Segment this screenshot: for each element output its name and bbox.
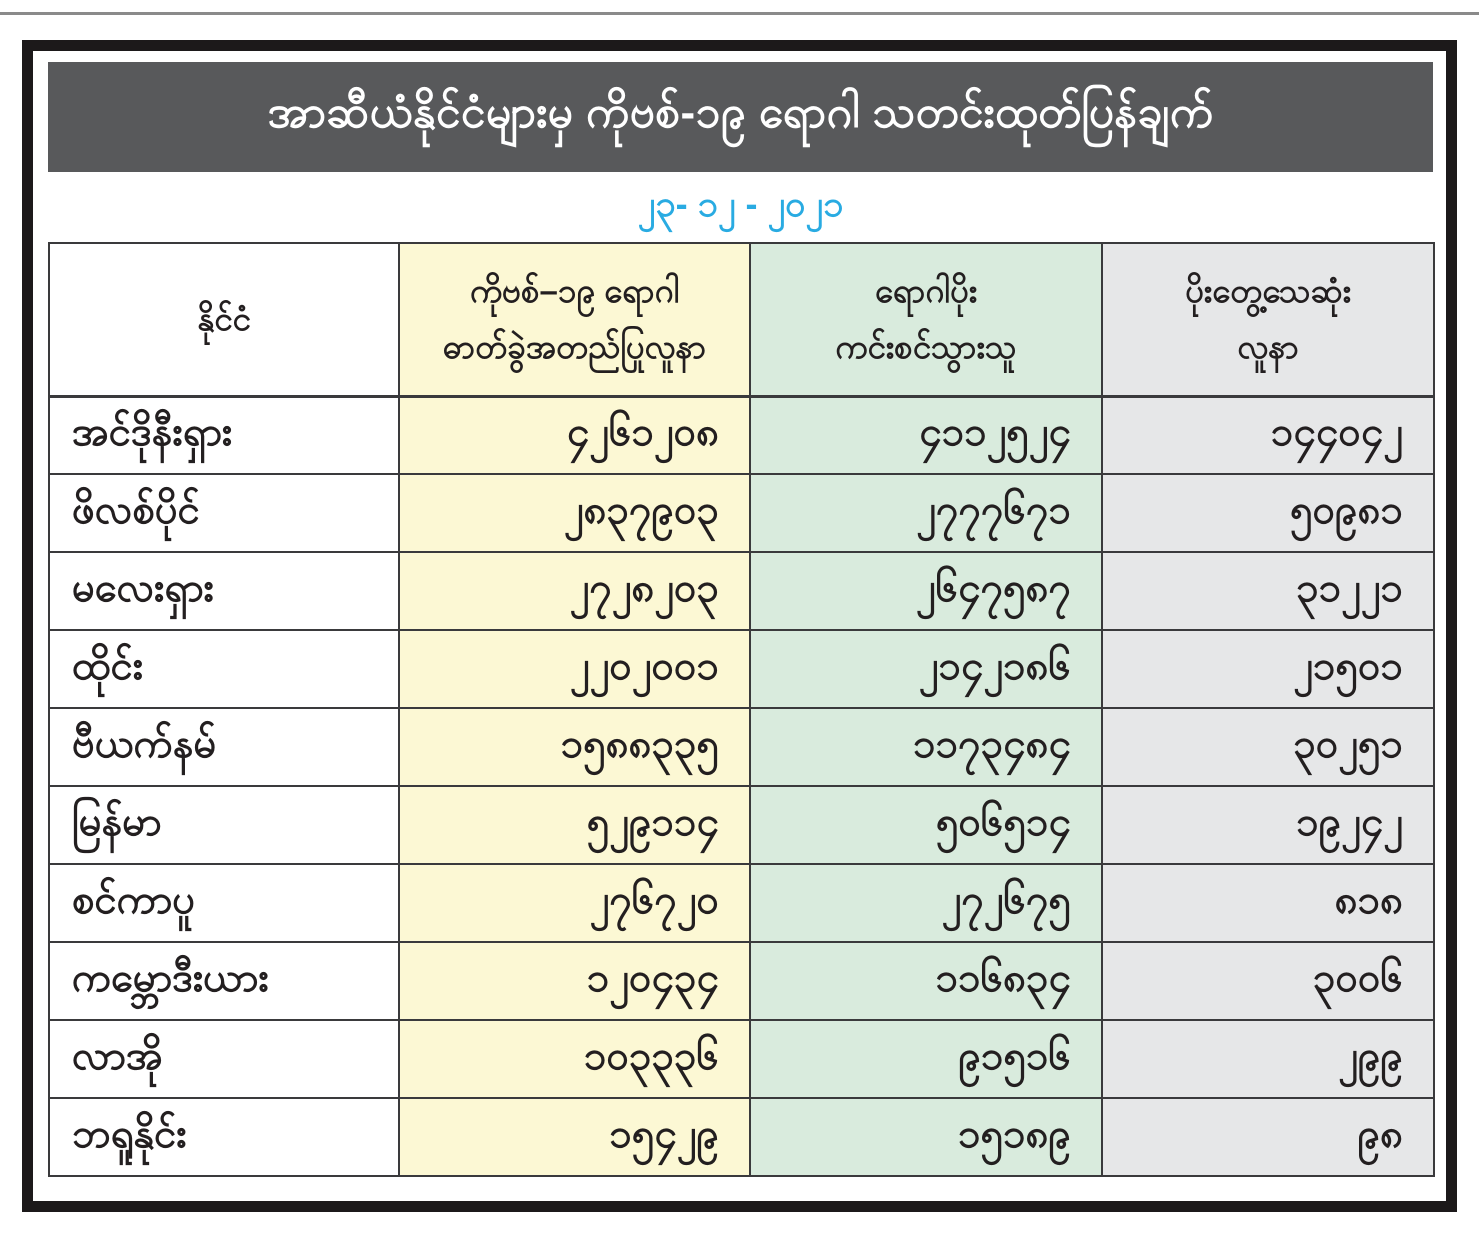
covid-statistics-table: နိုင်ငံ ကိုဗစ်–၁၉ ရောဂါ ဓာတ်ခွဲအတည်ပြုလူ… — [48, 242, 1435, 1177]
table-header: နိုင်ငံ ကိုဗစ်–၁၉ ရောဂါ ဓာတ်ခွဲအတည်ပြုလူ… — [48, 242, 1435, 398]
confirmed-cell: ၁၅၈၈၃၃၅ — [398, 707, 751, 787]
table-row: စင်ကာပူ ၂၇၆၇၂၀ ၂၇၂၆၇၅ ၈၁၈ — [48, 863, 1435, 943]
country-cell: မလေးရှား — [48, 551, 400, 631]
header-confirmed: ကိုဗစ်–၁၉ ရောဂါ ဓာတ်ခွဲအတည်ပြုလူနာ — [398, 242, 751, 398]
recovered-cell: ၁၅၁၈၉ — [749, 1097, 1103, 1177]
recovered-cell: ၁၁၇၃၄၈၄ — [749, 707, 1103, 787]
country-cell: စင်ကာပူ — [48, 863, 400, 943]
deaths-cell: ၂၉၉ — [1101, 1019, 1435, 1099]
title-banner: အာဆီယံနိုင်ငံများမှ ကိုဗစ်-၁၉ ရောဂါ သတင်… — [48, 62, 1433, 172]
recovered-cell: ၅၀၆၅၁၄ — [749, 785, 1103, 865]
table-body: အင်ဒိုနီးရှား ၄၂၆၁၂၀၈ ၄၁၁၂၅၂၄ ၁၄၄၀၄၂ ဖိလစ်ပိ… — [48, 395, 1435, 1177]
country-cell: မြန်မာ — [48, 785, 400, 865]
poster-content: အာဆီယံနိုင်ငံများမှ ကိုဗစ်-၁၉ ရောဂါ သတင်… — [33, 51, 1446, 1177]
confirmed-cell: ၁၂၀၄၃၄ — [398, 941, 751, 1021]
country-cell: ဖိလစ်ပိုင် — [48, 473, 400, 553]
recovered-cell: ၁၁၆၈၃၄ — [749, 941, 1103, 1021]
confirmed-cell: ၄၂၆၁၂၀၈ — [398, 395, 751, 475]
recovered-cell: ၂၆၄၇၅၈၇ — [749, 551, 1103, 631]
deaths-cell: ၃၀၂၅၁ — [1101, 707, 1435, 787]
country-cell: ဘရူနိုင်း — [48, 1097, 400, 1177]
deaths-cell: ၂၁၅၀၁ — [1101, 629, 1435, 709]
report-date-text: ၂၃- ၁၂ - ၂၀၂၁ — [637, 183, 844, 224]
deaths-cell: ၁၉၂၄၂ — [1101, 785, 1435, 865]
poster-frame: အာဆီယံနိုင်ငံများမှ ကိုဗစ်-၁၉ ရောဂါ သတင်… — [22, 40, 1457, 1212]
header-deaths: ပိုးတွေ့သေဆုံး လူနာ — [1101, 242, 1435, 398]
country-cell: အင်ဒိုနီးရှား — [48, 395, 400, 475]
deaths-cell: ၉၈ — [1101, 1097, 1435, 1177]
header-country: နိုင်ငံ — [48, 242, 400, 398]
country-cell: ထိုင်း — [48, 629, 400, 709]
recovered-cell: ၂၇၂၆၇၅ — [749, 863, 1103, 943]
table-row: အင်ဒိုနီးရှား ၄၂၆၁၂၀၈ ၄၁၁၂၅၂၄ ၁၄၄၀၄၂ — [48, 395, 1435, 475]
confirmed-cell: ၂၇၂၈၂၀၃ — [398, 551, 751, 631]
report-date: ၂၃- ၁၂ - ၂၀၂၁ — [48, 172, 1433, 242]
table-row: မလေးရှား ၂၇၂၈၂၀၃ ၂၆၄၇၅၈၇ ၃၁၂၂၁ — [48, 551, 1435, 631]
deaths-cell: ၃၁၂၂၁ — [1101, 551, 1435, 631]
page-title: အာဆီယံနိုင်ငံများမှ ကိုဗစ်-၁၉ ရောဂါ သတင်… — [267, 88, 1214, 137]
table-row: လာအို ၁၀၃၃၃၆ ၉၁၅၁၆ ၂၉၉ — [48, 1019, 1435, 1099]
confirmed-cell: ၁၀၃၃၃၆ — [398, 1019, 751, 1099]
table-row: ကမ္ဘောဒီးယား ၁၂၀၄၃၄ ၁၁၆၈၃၄ ၃၀၀၆ — [48, 941, 1435, 1021]
recovered-cell: ၂၇၇၇၆၇၁ — [749, 473, 1103, 553]
country-cell: လာအို — [48, 1019, 400, 1099]
table-row: မြန်မာ ၅၂၉၁၁၄ ၅၀၆၅၁၄ ၁၉၂၄၂ — [48, 785, 1435, 865]
deaths-cell: ၈၁၈ — [1101, 863, 1435, 943]
header-recovered: ရောဂါပိုး ကင်းစင်သွားသူ — [749, 242, 1103, 398]
top-divider-rule — [0, 12, 1479, 15]
deaths-cell: ၅၀၉၈၁ — [1101, 473, 1435, 553]
table-row: ဖိလစ်ပိုင် ၂၈၃၇၉၀၃ ၂၇၇၇၆၇၁ ၅၀၉၈၁ — [48, 473, 1435, 553]
table-row: ဘရူနိုင်း ၁၅၄၂၉ ၁၅၁၈၉ ၉၈ — [48, 1097, 1435, 1177]
deaths-cell: ၃၀၀၆ — [1101, 941, 1435, 1021]
confirmed-cell: ၂၂၀၂၀၀၁ — [398, 629, 751, 709]
confirmed-cell: ၁၅၄၂၉ — [398, 1097, 751, 1177]
table-row: ထိုင်း ၂၂၀၂၀၀၁ ၂၁၄၂၁၈၆ ၂၁၅၀၁ — [48, 629, 1435, 709]
country-cell: ကမ္ဘောဒီးယား — [48, 941, 400, 1021]
recovered-cell: ၂၁၄၂၁၈၆ — [749, 629, 1103, 709]
confirmed-cell: ၂၈၃၇၉၀၃ — [398, 473, 751, 553]
deaths-cell: ၁၄၄၀၄၂ — [1101, 395, 1435, 475]
confirmed-cell: ၂၇၆၇၂၀ — [398, 863, 751, 943]
recovered-cell: ၄၁၁၂၅၂၄ — [749, 395, 1103, 475]
recovered-cell: ၉၁၅၁၆ — [749, 1019, 1103, 1099]
table-header-row: နိုင်ငံ ကိုဗစ်–၁၉ ရောဂါ ဓာတ်ခွဲအတည်ပြုလူ… — [48, 242, 1435, 398]
country-cell: ဗီယက်နမ် — [48, 707, 400, 787]
confirmed-cell: ၅၂၉၁၁၄ — [398, 785, 751, 865]
table-row: ဗီယက်နမ် ၁၅၈၈၃၃၅ ၁၁၇၃၄၈၄ ၃၀၂၅၁ — [48, 707, 1435, 787]
